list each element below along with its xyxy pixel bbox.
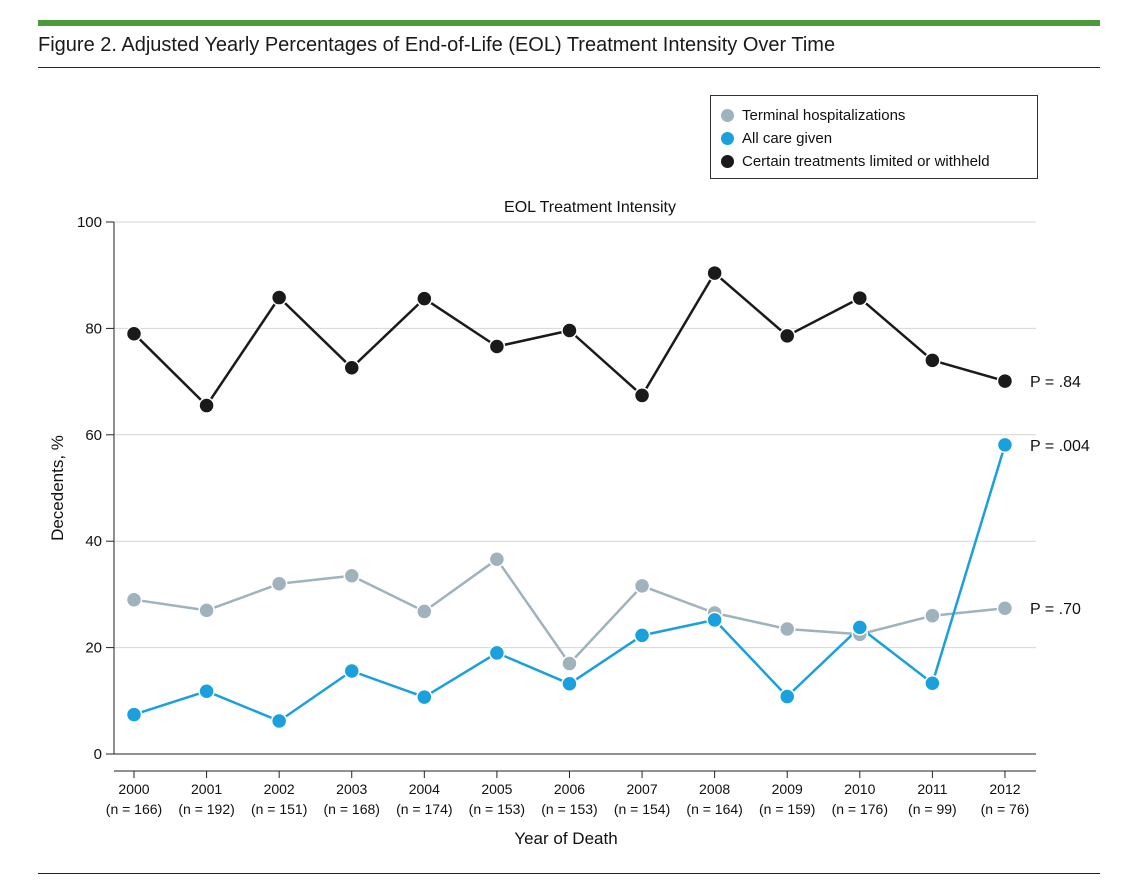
point-limited-2009: [778, 327, 796, 345]
x-tick-label-2012: 2012: [989, 781, 1020, 797]
x-tick-sublabel-2012: (n = 76): [981, 801, 1030, 817]
point-limited-2007: [633, 387, 651, 404]
point-terminal-2007: [633, 577, 651, 595]
point-allcare-2004: [416, 688, 433, 706]
legend-swatch-terminal: [721, 109, 734, 122]
x-tick-label-2008: 2008: [699, 781, 730, 797]
grid-lines: [114, 221, 1036, 649]
title-divider: [38, 67, 1100, 68]
y-tick-label-80: 80: [85, 320, 102, 337]
point-limited-2002: [270, 289, 288, 306]
point-allcare-2005: [488, 644, 506, 662]
point-allcare-2001: [198, 682, 215, 700]
x-tick-label-2009: 2009: [772, 781, 803, 797]
point-limited-2006: [561, 322, 578, 339]
x-tick-label-2002: 2002: [264, 781, 295, 797]
x-tick-sublabel-2011: (n = 99): [908, 801, 957, 817]
point-allcare-2011: [924, 674, 941, 692]
x-tick-sublabel-2006: (n = 153): [541, 801, 597, 817]
legend-swatch-limited: [721, 155, 734, 168]
x-tick-label-2003: 2003: [336, 781, 367, 797]
point-allcare-2009: [778, 688, 796, 705]
y-tick-label-100: 100: [77, 214, 102, 231]
point-limited-2011: [924, 352, 941, 369]
p-value-allcare: P = .004: [1030, 438, 1090, 455]
x-tick-label-2004: 2004: [409, 781, 440, 797]
p-value-terminal: P = .70: [1030, 601, 1081, 618]
point-allcare-2010: [851, 619, 869, 636]
series-line-limited: [133, 271, 1006, 407]
x-tick-sublabel-2004: (n = 174): [396, 801, 452, 817]
point-limited-2010: [851, 289, 869, 307]
x-tick-sublabel-2010: (n = 176): [832, 801, 888, 817]
x-tick-sublabel-2005: (n = 153): [469, 801, 525, 817]
legend-item-allcare: All care given: [721, 127, 1027, 150]
point-limited-2000: [125, 325, 143, 342]
point-limited-2004: [416, 290, 433, 307]
series: [125, 264, 1014, 730]
bottom-divider: [38, 873, 1100, 874]
y-axis-label: Decedents, %: [48, 435, 67, 541]
point-allcare-2002: [270, 712, 288, 730]
x-tick-label-2010: 2010: [844, 781, 875, 797]
x-axis-label: Year of Death: [514, 829, 617, 848]
point-terminal-2000: [125, 591, 143, 608]
y-tick-label-60: 60: [85, 427, 102, 444]
p-values: P = .70 P = .004 P = .84: [1030, 374, 1090, 618]
point-limited-2003: [343, 359, 360, 377]
point-terminal-2004: [416, 603, 433, 620]
x-tick-sublabel-2008: (n = 164): [686, 801, 742, 817]
chart-title: EOL Treatment Intensity: [504, 199, 676, 216]
x-tick-sublabel-2001: (n = 192): [178, 801, 234, 817]
point-terminal-2012: [996, 599, 1014, 617]
legend-label-limited: Certain treatments limited or withheld: [742, 153, 990, 170]
point-allcare-2007: [633, 627, 651, 644]
point-allcare-2003: [343, 662, 360, 680]
x-tick-label-2011: 2011: [917, 781, 947, 797]
point-limited-2005: [488, 338, 506, 355]
point-allcare-2000: [125, 706, 143, 723]
x-tick-sublabel-2009: (n = 159): [759, 801, 815, 817]
p-value-limited: P = .84: [1030, 374, 1081, 391]
legend-swatch-allcare: [721, 132, 734, 145]
point-allcare-2012: [996, 436, 1014, 454]
x-tick-sublabel-2007: (n = 154): [614, 801, 670, 817]
point-terminal-2001: [198, 602, 215, 619]
x-tick-sublabel-2003: (n = 168): [324, 801, 380, 817]
axes: 0 20 40 60 80 100 2000 (n = 166) 2001 (n = 192) 20…: [77, 214, 1036, 817]
y-tick-label-0: 0: [94, 746, 102, 763]
point-terminal-2003: [343, 567, 360, 585]
legend: Terminal hospitalizations All care given…: [710, 95, 1038, 179]
legend-label-allcare: All care given: [742, 130, 833, 147]
point-terminal-2005: [488, 551, 506, 568]
point-limited-2008: [706, 264, 723, 282]
x-tick-label-2006: 2006: [554, 781, 585, 797]
legend-item-limited: Certain treatments limited or withheld: [721, 150, 1027, 173]
point-limited-2001: [198, 397, 215, 414]
point-limited-2012: [996, 372, 1014, 390]
x-tick-label-2001: 2001: [191, 781, 222, 797]
point-allcare-2008: [706, 611, 723, 629]
point-terminal-2011: [924, 607, 941, 624]
y-tick-label-20: 20: [85, 640, 102, 657]
legend-item-terminal: Terminal hospitalizations: [721, 104, 1027, 127]
y-tick-label-40: 40: [85, 533, 102, 550]
x-tick-sublabel-2000: (n = 166): [106, 801, 162, 817]
top-accent-rule: [38, 20, 1100, 26]
point-terminal-2009: [778, 620, 796, 638]
x-tick-sublabel-2002: (n = 151): [251, 801, 307, 817]
point-allcare-2006: [561, 675, 578, 693]
legend-label-terminal: Terminal hospitalizations: [742, 107, 906, 124]
point-terminal-2002: [270, 575, 288, 593]
x-tick-label-2007: 2007: [626, 781, 657, 797]
figure-title: Figure 2. Adjusted Yearly Percentages of…: [38, 34, 836, 56]
x-tick-label-2005: 2005: [481, 781, 512, 797]
point-terminal-2006: [561, 655, 578, 672]
x-tick-label-2000: 2000: [118, 781, 149, 797]
